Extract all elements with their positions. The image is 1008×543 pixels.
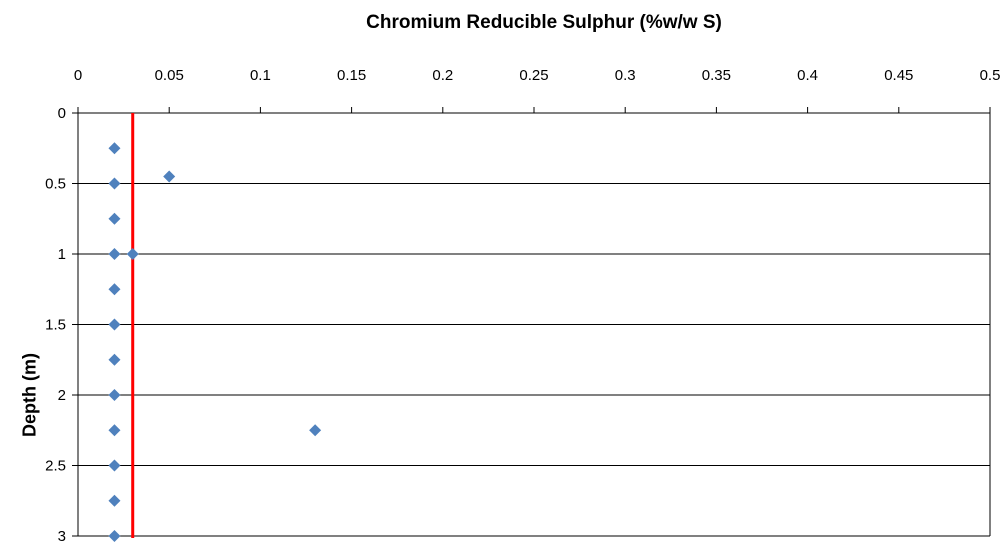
data-point-3: [108, 212, 121, 225]
data-point-6: [108, 283, 121, 296]
y-tick-label-5: 2.5: [45, 458, 66, 475]
x-tick-label-8: 0.4: [797, 67, 818, 84]
data-point-10: [108, 424, 121, 437]
x-tick-label-0: 0: [74, 67, 82, 84]
y-tick-label-3: 1.5: [45, 317, 66, 334]
x-tick-label-9: 0.45: [884, 67, 913, 84]
grid-lines: [78, 183, 990, 537]
y-tick-label-2: 1: [58, 246, 66, 263]
data-point-11: [309, 424, 322, 437]
data-point-5: [126, 248, 139, 260]
data-point-0: [108, 142, 121, 155]
data-point-12: [108, 459, 121, 472]
x-tick-label-4: 0.2: [432, 67, 453, 84]
x-tick-label-1: 0.05: [155, 67, 184, 84]
y-tick-label-0: 0: [58, 105, 66, 122]
chart-title: Chromium Reducible Sulphur (%w/w S): [366, 12, 722, 33]
x-tick-label-3: 0.15: [337, 67, 366, 84]
x-tick-label-10: 0.5: [980, 67, 1001, 84]
data-point-4: [108, 248, 121, 260]
axes: [72, 107, 991, 537]
x-tick-labels: 0 0.05 0.1 0.15 0.2 0.25 0.3 0.35 0.4 0.45 0.5: [74, 67, 1001, 84]
x-tick-label-7: 0.35: [702, 67, 731, 84]
data-points: [108, 142, 322, 542]
x-tick-label-2: 0.1: [250, 67, 271, 84]
data-point-7: [108, 318, 121, 331]
x-tick-label-6: 0.3: [615, 67, 636, 84]
data-point-14: [108, 530, 121, 542]
data-point-9: [108, 389, 121, 401]
data-point-1: [108, 177, 121, 190]
x-tick-label-5: 0.25: [519, 67, 548, 84]
data-point-8: [108, 353, 121, 366]
y-tick-label-4: 2: [58, 387, 66, 404]
y-tick-label-6: 3: [58, 528, 66, 543]
y-tick-label-1: 0.5: [45, 176, 66, 193]
data-point-13: [108, 494, 121, 507]
y-tick-labels: 0 0.5 1 1.5 2 2.5 3: [45, 105, 66, 543]
data-point-2: [163, 170, 176, 183]
